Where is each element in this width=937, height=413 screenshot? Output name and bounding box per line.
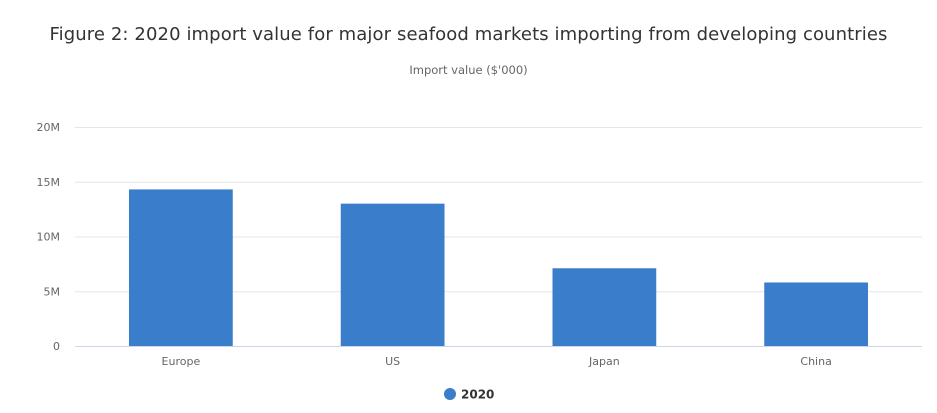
y-tick-label: 10M bbox=[37, 231, 61, 244]
y-tick-label: 5M bbox=[44, 285, 61, 298]
chart-subtitle: Import value ($'000) bbox=[409, 63, 528, 77]
x-tick-label: Japan bbox=[588, 355, 620, 368]
y-tick-label: 15M bbox=[37, 176, 61, 189]
bar-us[interactable] bbox=[340, 203, 445, 346]
x-tick-label: US bbox=[385, 355, 400, 368]
bar-china[interactable] bbox=[764, 282, 869, 346]
y-axis-ticks: 0 5M 10M 15M 20M bbox=[37, 121, 61, 353]
legend-label[interactable]: 2020 bbox=[461, 388, 494, 402]
bar-europe[interactable] bbox=[128, 189, 233, 346]
legend[interactable]: 2020 bbox=[444, 388, 494, 402]
bar-japan[interactable] bbox=[552, 268, 657, 346]
x-tick-label: Europe bbox=[162, 355, 201, 368]
y-tick-label: 0 bbox=[53, 340, 60, 353]
chart-title: Figure 2: 2020 import value for major se… bbox=[49, 24, 888, 45]
bars bbox=[128, 189, 869, 346]
y-tick-label: 20M bbox=[37, 121, 61, 134]
x-axis-ticks: Europe US Japan China bbox=[162, 355, 832, 368]
legend-marker[interactable] bbox=[444, 388, 456, 400]
x-tick-label: China bbox=[800, 355, 831, 368]
